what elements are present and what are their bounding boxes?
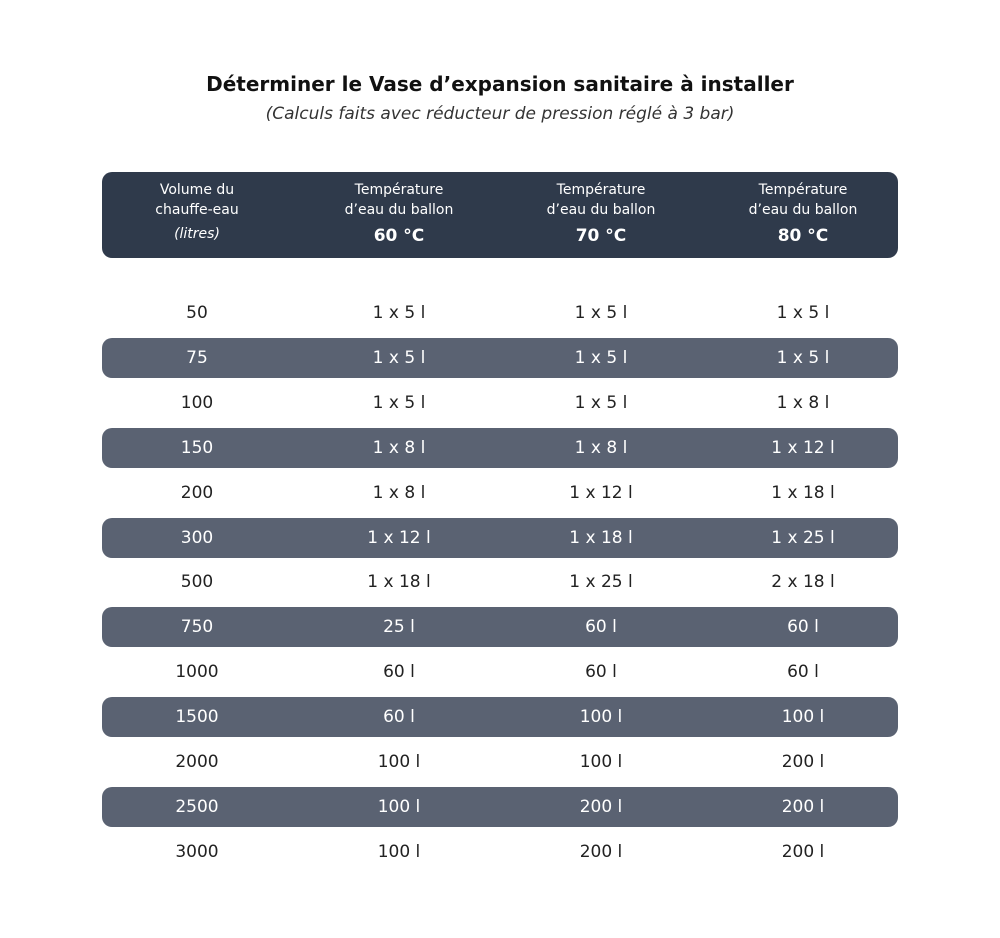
table-row: 1500 60 l 100 l 100 l [102,697,898,738]
cell-volume: 500 [180,572,214,593]
header-volume-line2: chauffe-eau [155,202,239,218]
cell-vessel: 1 x 5 l [372,347,426,368]
cell-vessel: 1 x 25 l [569,572,633,593]
header-temp-80: Température d’eau du ballon 80 °C [703,180,903,246]
cell-vessel: 60 l [383,662,415,683]
cell-vessel: 1 x 5 l [372,392,426,413]
cell-vessel: 1 x 18 l [367,572,431,593]
cell-vessel: 1 x 5 l [574,303,628,323]
cell-vessel: 60 l [383,707,415,728]
cell-vessel: 1 x 8 l [574,437,628,458]
cell-vessel: 60 l [787,617,819,638]
header-temp-value: 70 °C [575,226,627,246]
header-temp-60: Température d’eau du ballon 60 °C [299,180,499,246]
cell-vessel: 25 l [383,617,415,638]
header-volume-unit: (litres) [174,226,220,242]
table-row: 150 1 x 8 l 1 x 8 l 1 x 12 l [102,427,898,468]
cell-vessel: 100 l [579,707,623,728]
table-row: 1000 60 l 60 l 60 l [102,652,898,692]
cell-volume: 1000 [175,662,219,683]
header-temp-label: d’eau du ballon [748,202,858,218]
cell-volume: 200 [180,482,214,503]
table-row: 100 1 x 5 l 1 x 5 l 1 x 8 l [102,383,898,423]
page-title: Déterminer le Vase d’expansion sanitaire… [206,72,794,96]
cell-vessel: 60 l [585,662,617,683]
cell-vessel: 1 x 18 l [771,482,835,503]
cell-vessel: 1 x 5 l [574,347,628,368]
cell-vessel: 1 x 12 l [569,482,633,503]
header-temp-value: 60 °C [373,226,425,246]
cell-vessel: 1 x 12 l [771,437,835,458]
cell-vessel: 100 l [377,796,421,817]
cell-vessel: 100 l [781,707,825,728]
cell-volume: 2500 [175,796,219,817]
table-row: 300 1 x 12 l 1 x 18 l 1 x 25 l [102,517,898,558]
cell-vessel: 1 x 25 l [771,527,835,548]
page-subtitle: (Calculs faits avec réducteur de pressio… [265,104,735,124]
cell-vessel: 100 l [377,841,421,862]
cell-vessel: 1 x 5 l [776,347,830,368]
header-volume-line1: Volume du [159,182,235,198]
table-row: 50 1 x 5 l 1 x 5 l 1 x 5 l [102,293,898,333]
cell-volume: 750 [180,617,214,638]
cell-volume: 75 [186,347,208,368]
cell-vessel: 1 x 8 l [372,437,426,458]
cell-vessel: 200 l [781,841,825,862]
cell-vessel: 1 x 8 l [776,392,830,413]
cell-vessel: 2 x 18 l [771,572,835,593]
cell-volume: 300 [180,527,214,548]
header-temp-label: Température [556,182,646,198]
cell-volume: 100 [180,392,214,413]
table-row: 200 1 x 8 l 1 x 12 l 1 x 18 l [102,473,898,513]
table-row: 750 25 l 60 l 60 l [102,607,898,648]
cell-vessel: 60 l [787,662,819,683]
header-temp-value: 80 °C [777,226,829,246]
cell-volume: 3000 [175,841,219,862]
table-row: 500 1 x 18 l 1 x 25 l 2 x 18 l [102,562,898,602]
header-temp-70: Température d’eau du ballon 70 °C [501,180,701,246]
cell-volume: 1500 [175,707,219,728]
table-row: 2000 100 l 100 l 200 l [102,742,898,782]
table-row: 75 1 x 5 l 1 x 5 l 1 x 5 l [102,337,898,378]
cell-vessel: 100 l [579,752,623,772]
cell-vessel: 200 l [579,796,623,817]
table-header: Volume du chauffe-eau (litres) Températu… [102,172,898,258]
cell-vessel: 1 x 12 l [367,527,431,548]
cell-vessel: 200 l [781,796,825,817]
cell-vessel: 1 x 5 l [372,303,426,323]
header-temp-label: Température [758,182,848,198]
cell-vessel: 100 l [377,752,421,772]
header-temp-label: d’eau du ballon [344,202,454,218]
table-row: 3000 100 l 200 l 200 l [102,832,898,872]
cell-volume: 150 [180,437,214,458]
header-temp-label: Température [354,182,444,198]
table-row: 2500 100 l 200 l 200 l [102,786,898,827]
cell-vessel: 200 l [579,841,623,862]
cell-vessel: 1 x 5 l [574,392,628,413]
cell-vessel: 200 l [781,752,825,772]
cell-volume: 50 [186,303,208,323]
cell-vessel: 60 l [585,617,617,638]
cell-vessel: 1 x 5 l [776,303,830,323]
cell-vessel: 1 x 8 l [372,482,426,503]
cell-volume: 2000 [175,752,219,772]
header-temp-label: d’eau du ballon [546,202,656,218]
header-volume: Volume du chauffe-eau (litres) [97,180,297,244]
cell-vessel: 1 x 18 l [569,527,633,548]
